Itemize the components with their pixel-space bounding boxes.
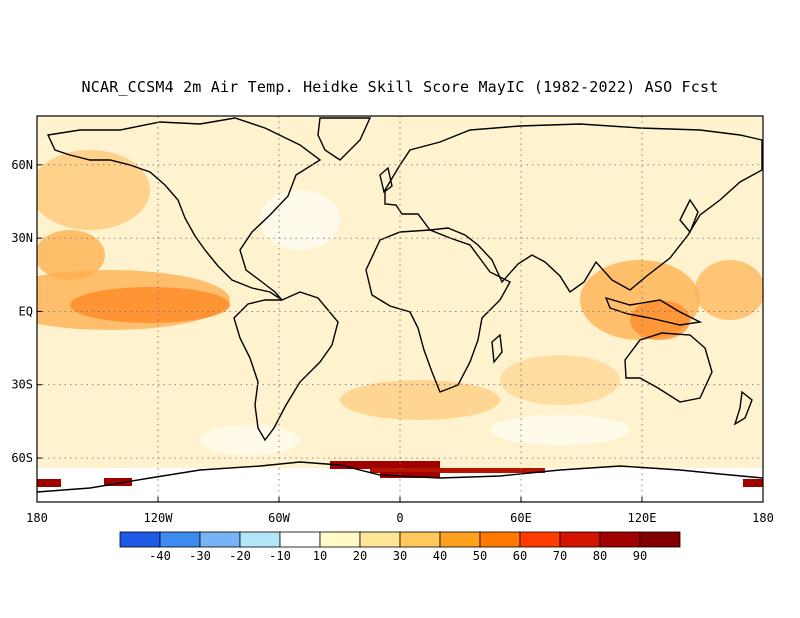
colorbar-swatch [599, 531, 641, 548]
lon-tick-label: 120E [628, 511, 657, 525]
africa-outline [365, 229, 511, 393]
lat-tick-label: 60S [11, 451, 33, 465]
madagascar-outline [491, 333, 503, 364]
lon-tick-label: 60W [268, 511, 290, 525]
lon-tick-label: 60E [510, 511, 532, 525]
colorbar-swatch [559, 531, 601, 548]
colorbar-swatch [479, 531, 521, 548]
australia-outline [624, 332, 713, 403]
colorbar-label: -20 [229, 549, 251, 563]
colorbar: -40 -30 -20 -10 10 20 30 40 50 60 70 80 90 [119, 531, 681, 563]
colorbar-label: 20 [353, 549, 367, 563]
skill-field [37, 116, 763, 502]
new-zealand-outline [733, 390, 753, 426]
antarctica-outline [37, 461, 763, 493]
lon-tick-label: 180 [26, 511, 48, 525]
lat-tick-label: EQ [19, 304, 33, 318]
maritime-continent-outline [604, 296, 703, 326]
colorbar-swatch [439, 531, 481, 548]
colorbar-label: 50 [473, 549, 487, 563]
colorbar-swatch [639, 531, 681, 548]
eurasia-outline [384, 123, 763, 294]
colorbar-swatch [359, 531, 401, 548]
graticule [37, 116, 763, 502]
colorbar-label: 90 [633, 549, 647, 563]
south-america-outline [233, 291, 339, 442]
north-america-outline [46, 117, 322, 301]
colorbar-swatch [119, 531, 161, 548]
colorbar-label: -30 [189, 549, 211, 563]
latitude-axis: 60N 30N EQ 30S 60S [11, 158, 42, 465]
colorbar-swatch [519, 531, 561, 548]
lon-tick-label: 180 [752, 511, 774, 525]
colorbar-label: 80 [593, 549, 607, 563]
lon-tick-label: 120W [144, 511, 174, 525]
colorbar-label: 10 [313, 549, 327, 563]
coastlines [37, 117, 763, 493]
uk-outline [379, 166, 393, 194]
map-title: NCAR_CCSM4 2m Air Temp. Heidke Skill Sco… [81, 78, 719, 96]
colorbar-label: -40 [149, 549, 171, 563]
colorbar-label: 60 [513, 549, 527, 563]
greenland-outline [317, 117, 372, 161]
colorbar-swatch [239, 531, 281, 548]
colorbar-swatch [199, 531, 241, 548]
lat-tick-label: 60N [11, 158, 33, 172]
lat-tick-label: 30N [11, 231, 33, 245]
colorbar-swatch [399, 531, 441, 548]
colorbar-label: 30 [393, 549, 407, 563]
longitude-axis: 180 120W 60W 0 60E 120E 180 [26, 497, 774, 525]
colorbar-label: -10 [269, 549, 291, 563]
colorbar-label: 70 [553, 549, 567, 563]
colorbar-swatch [279, 531, 321, 548]
colorbar-label: 40 [433, 549, 447, 563]
japan-outline [679, 198, 699, 234]
colorbar-swatch [319, 531, 361, 548]
colorbar-swatch [159, 531, 201, 548]
lat-tick-label: 30S [11, 378, 33, 392]
lon-tick-label: 0 [396, 511, 403, 525]
